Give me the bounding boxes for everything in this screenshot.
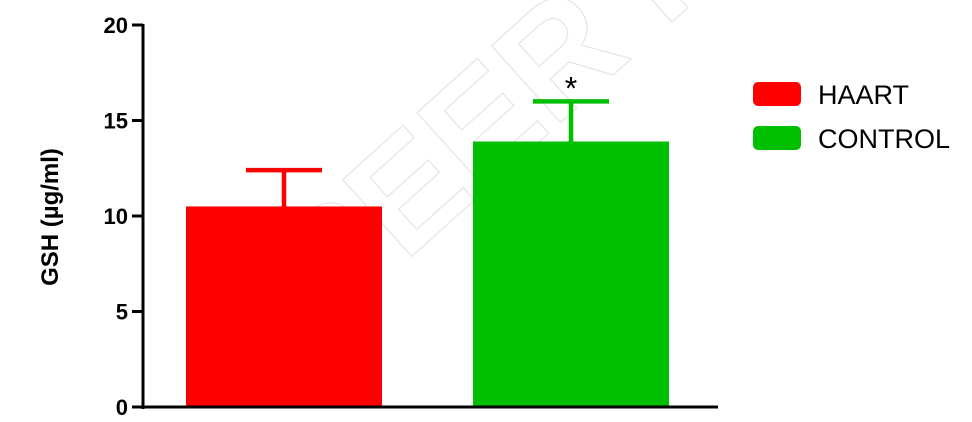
legend-swatch-control xyxy=(753,126,801,150)
significance-marker: * xyxy=(565,70,577,106)
y-tick-label-15: 15 xyxy=(104,109,128,134)
bar-control xyxy=(473,141,669,407)
bar-haart xyxy=(186,206,382,407)
y-tick-label-10: 10 xyxy=(104,204,128,229)
y-tick-label-5: 5 xyxy=(116,300,128,325)
legend-label-control: CONTROL xyxy=(818,124,950,154)
y-tick-label-0: 0 xyxy=(116,395,128,417)
legend-swatch-haart xyxy=(753,82,801,106)
legend-label-haart: HAART xyxy=(818,80,909,110)
plot-area: * xyxy=(186,70,669,407)
legend: HAART CONTROL xyxy=(753,80,950,154)
y-tick-label-20: 20 xyxy=(104,13,128,38)
y-axis-title: GSH (µg/ml) xyxy=(37,148,64,286)
axes: GSH (µg/ml) 0 5 10 15 20 xyxy=(37,13,718,420)
